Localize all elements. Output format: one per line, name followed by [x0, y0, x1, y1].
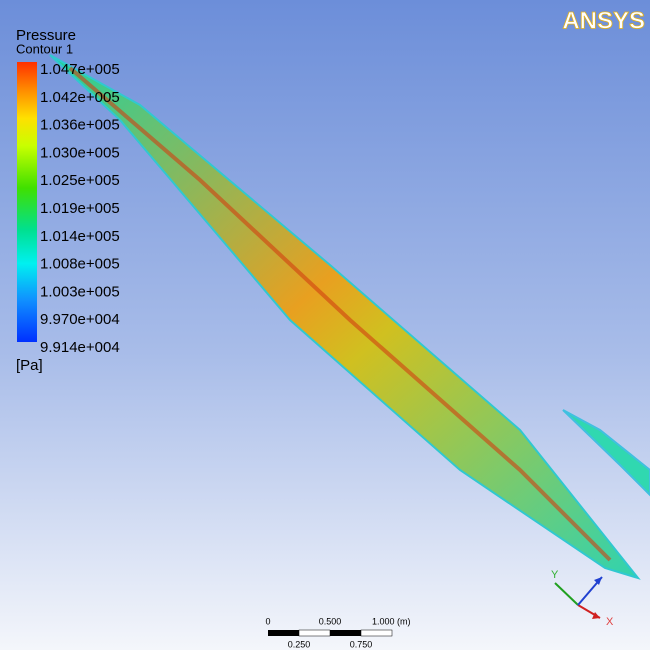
- legend-label: 1.036e+005: [40, 117, 120, 134]
- legend-label: 1.003e+005: [40, 283, 120, 300]
- axis-label: Y: [551, 569, 559, 581]
- scale-label: 0: [265, 616, 270, 626]
- axis-label: X: [606, 616, 614, 628]
- scale-segment: [330, 630, 361, 636]
- legend-label: 1.042e+005: [40, 89, 120, 106]
- logo: ANSYS: [562, 7, 645, 34]
- legend-label: 9.914e+004: [40, 339, 120, 356]
- legend-label: 1.047e+005: [40, 61, 120, 78]
- legend-label: 9.970e+004: [40, 311, 120, 328]
- legend-label: 1.025e+005: [40, 172, 120, 189]
- scale-label: 0.500: [319, 616, 342, 626]
- legend-labels: 1.047e+005 1.042e+005 1.036e+005 1.030e+005…: [40, 61, 120, 356]
- scale-bar: [268, 630, 392, 636]
- viewport: Pressure Contour 1 1.047e+0051.042e+0051…: [0, 0, 650, 650]
- scale-segment: [361, 630, 392, 636]
- legend-subtitle: Contour 1: [16, 41, 73, 56]
- legend-label: 1.008e+005: [40, 256, 120, 273]
- scale-segment: [299, 630, 330, 636]
- scale-label: 1.000 (m): [372, 616, 411, 626]
- legend-label: 1.019e+005: [40, 200, 120, 217]
- scale-segment: [268, 630, 299, 636]
- scale-label: 0.750: [350, 639, 373, 649]
- legend-label: 1.030e+005: [40, 144, 120, 161]
- color-bar: [17, 62, 37, 342]
- legend-label: 1.014e+005: [40, 228, 120, 245]
- scale-label: 0.250: [288, 639, 311, 649]
- legend-unit: [Pa]: [16, 357, 43, 374]
